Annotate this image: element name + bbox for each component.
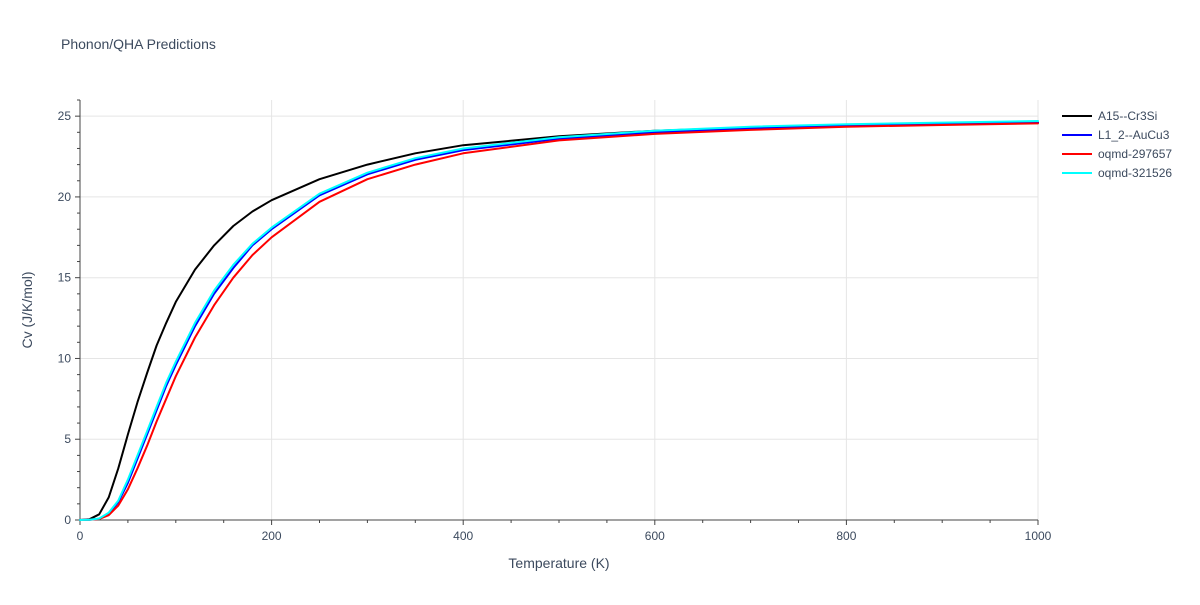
x-tick-label: 0 — [77, 529, 84, 543]
x-tick-label: 800 — [836, 529, 856, 543]
legend-label: A15--Cr3Si — [1098, 108, 1158, 123]
grid-layer — [80, 100, 1039, 520]
legend-label: oqmd-297657 — [1098, 146, 1173, 161]
series-layer — [79, 120, 1039, 521]
series-line-l1-2-aucu3 — [79, 121, 1039, 521]
y-tick-label: 10 — [58, 351, 72, 365]
legend-item[interactable]: oqmd-321526 — [1062, 163, 1172, 182]
legend-label: L1_2--AuCu3 — [1098, 127, 1170, 142]
legend-item[interactable]: oqmd-297657 — [1062, 144, 1172, 163]
legend-item[interactable]: L1_2--AuCu3 — [1062, 125, 1172, 144]
legend-label: oqmd-321526 — [1098, 165, 1173, 180]
legend-swatch — [1062, 152, 1092, 155]
x-axis-title: Temperature (K) — [508, 555, 609, 571]
legend-swatch — [1062, 171, 1092, 174]
x-tick-label: 200 — [262, 529, 282, 543]
series-line-a15-cr3si — [79, 121, 1039, 521]
y-axis-title: Cv (J/K/mol) — [19, 272, 35, 349]
x-tick-label: 400 — [453, 529, 473, 543]
legend-item[interactable]: A15--Cr3Si — [1062, 106, 1172, 125]
y-tick-label: 0 — [64, 513, 71, 527]
axis-layer: 0 200 400 600 800 1000 0 5 10 15 20 25 — [58, 99, 1052, 543]
y-tick-label: 5 — [64, 432, 71, 446]
y-tick-label: 25 — [58, 109, 72, 123]
series-line-oqmd-321526 — [79, 120, 1039, 521]
y-tick-label: 20 — [58, 190, 72, 204]
chart-title: Phonon/QHA Predictions — [61, 36, 216, 52]
legend-swatch — [1062, 114, 1092, 117]
series-line-oqmd-297657 — [79, 122, 1039, 521]
legend-swatch — [1062, 133, 1092, 136]
x-tick-label: 1000 — [1025, 529, 1052, 543]
legend: A15--Cr3Si L1_2--AuCu3 oqmd-297657 oqmd-321… — [1062, 106, 1172, 182]
y-tick-label: 15 — [58, 271, 72, 285]
x-tick-label: 600 — [645, 529, 665, 543]
